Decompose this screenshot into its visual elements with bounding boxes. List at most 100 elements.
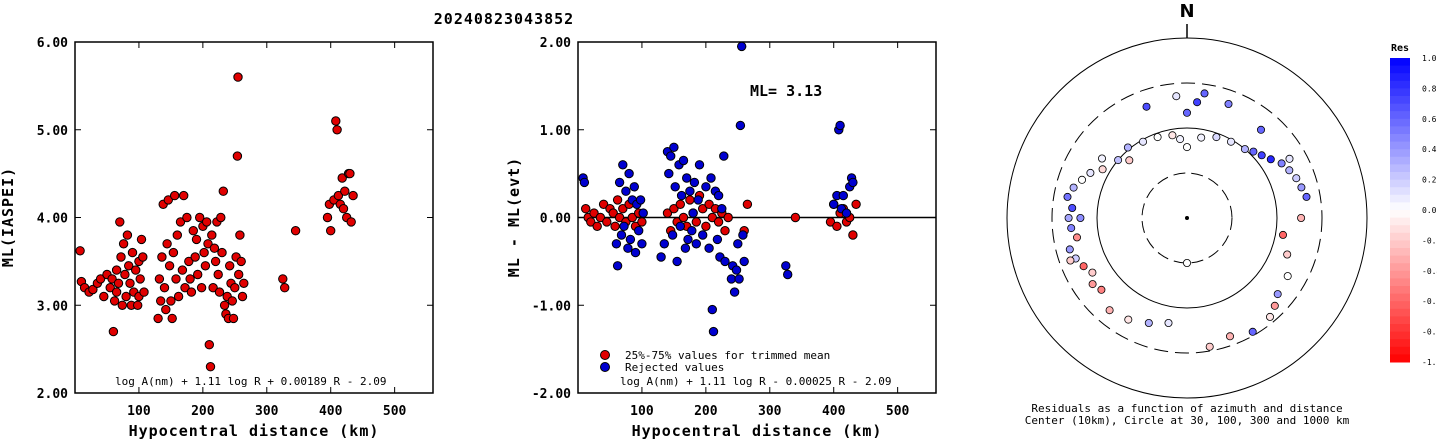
station-point (1285, 166, 1294, 175)
station-point (1097, 285, 1106, 294)
legend: 25%-75% values for trimmed mean Rejected… (600, 349, 830, 374)
ml-point-s0 (195, 212, 205, 223)
colorbar-tick-label: -1.0 (1422, 358, 1437, 367)
station-point (1205, 342, 1214, 351)
res-point-s1 (669, 142, 679, 153)
res-point-s1 (734, 274, 744, 284)
station-point (1088, 268, 1097, 277)
colorbar-cell (1390, 164, 1410, 173)
ml-point-s0 (135, 274, 145, 284)
colorbar-cell (1390, 308, 1410, 317)
station-point (1125, 156, 1134, 165)
res-point-s0 (675, 199, 685, 210)
ml-xtick-label: 300 (255, 404, 279, 419)
ml-distance-panel: 100 200 300 400 500 2.00 3.00 4.00 5.00 6.00 log … (0, 36, 434, 440)
ring-300km (1051, 82, 1323, 354)
station-point (1270, 301, 1279, 310)
res-point-s1 (689, 177, 700, 188)
res-point-s1 (713, 190, 724, 201)
station-point (1183, 143, 1192, 152)
res-point-s1 (706, 173, 716, 183)
colorbar-tick-label: 0.8 (1422, 84, 1437, 93)
ml-point-s0 (161, 304, 171, 315)
station-point (1176, 135, 1185, 144)
res-point-s0 (602, 217, 612, 227)
ml-point-s0 (237, 291, 248, 302)
ml-point-s0 (280, 283, 290, 293)
colorbar-cell (1390, 339, 1410, 348)
ml-residual-xlabel: Hypocentral distance (km) (632, 422, 883, 440)
ml-point-s0 (290, 226, 301, 236)
ml-point-s0 (175, 217, 186, 227)
ml-point-s0 (88, 284, 98, 295)
ml-point-s0 (186, 287, 197, 297)
ml-point-s0 (340, 186, 350, 196)
station-point (1079, 262, 1088, 271)
res-point-s1 (614, 177, 625, 188)
ml-point-s0 (122, 230, 133, 240)
res-point-s1 (691, 239, 701, 249)
station-point (1193, 98, 1202, 107)
ml-point-s0 (232, 151, 243, 161)
ring-1000km (1006, 37, 1368, 399)
res-point-s1 (693, 195, 703, 205)
res-point-s1 (616, 230, 627, 240)
colorbar-cell (1390, 88, 1410, 97)
station-point (1065, 245, 1074, 254)
colorbar-cell (1390, 172, 1410, 181)
ml-xtick-label: 200 (191, 404, 215, 419)
ml-point-s0 (184, 256, 194, 267)
res-point-s0 (701, 221, 711, 232)
colorbar-cell (1390, 225, 1410, 234)
res-point-s0 (742, 199, 753, 210)
ml-point-s0 (345, 168, 355, 179)
ml-point-s0 (120, 269, 130, 280)
res-point-s1 (783, 269, 793, 280)
res-point-s0 (832, 221, 842, 232)
ml-point-s0 (228, 313, 239, 324)
ml-point-s0 (163, 195, 174, 205)
res-point-s1 (717, 204, 727, 214)
colorbar-title: Res (1391, 43, 1409, 54)
station-point (1068, 203, 1077, 212)
ml-xtick-label: 100 (127, 404, 151, 419)
ml-point-s0 (111, 287, 122, 297)
res-point-s1 (739, 256, 749, 267)
colorbar-cell (1390, 156, 1410, 165)
ml-point-s0 (213, 269, 223, 280)
res-point-s1 (701, 182, 711, 192)
station-point (1168, 131, 1177, 140)
station-point (1078, 175, 1087, 184)
colorbar-cell (1390, 346, 1410, 355)
station-point (1200, 89, 1209, 98)
ml-point-s0 (227, 296, 238, 306)
res-point-s1 (624, 168, 634, 179)
ml-point-s0 (95, 274, 106, 284)
ml-point-s0 (205, 362, 216, 372)
station-point (1279, 230, 1288, 239)
colorbar-tick-label: 1.0 (1422, 54, 1437, 63)
colorbar-tick-label: -0.2 (1422, 236, 1437, 245)
res-point-s1 (729, 287, 740, 297)
colorbar-cell (1390, 240, 1410, 249)
ml-ytick-label: 6.00 (37, 36, 68, 51)
res-point-s0 (704, 199, 714, 210)
station-point (1105, 306, 1114, 315)
station-point (1224, 100, 1233, 109)
ml-point-s0 (208, 283, 218, 293)
ml-point-s0 (278, 274, 288, 284)
res-point-s0 (627, 212, 637, 223)
ml-point-s0 (121, 291, 131, 302)
polar-caption-line2: Center (10km), Circle at 30, 100, 300 an… (1025, 414, 1350, 427)
station-point (1266, 312, 1275, 321)
res-point-s0 (608, 208, 618, 218)
res-point-s0 (678, 212, 689, 223)
station-point (1069, 183, 1078, 192)
res-point-s1 (829, 199, 839, 210)
ml-point-s0 (153, 313, 163, 324)
colorbar-tick-label: 0.4 (1422, 145, 1437, 154)
ml-distance-ylabel: ML(IASPEI) (0, 167, 17, 267)
colorbar-cell (1390, 301, 1410, 310)
ml-point-s0 (348, 190, 358, 201)
station-point (1064, 213, 1073, 222)
